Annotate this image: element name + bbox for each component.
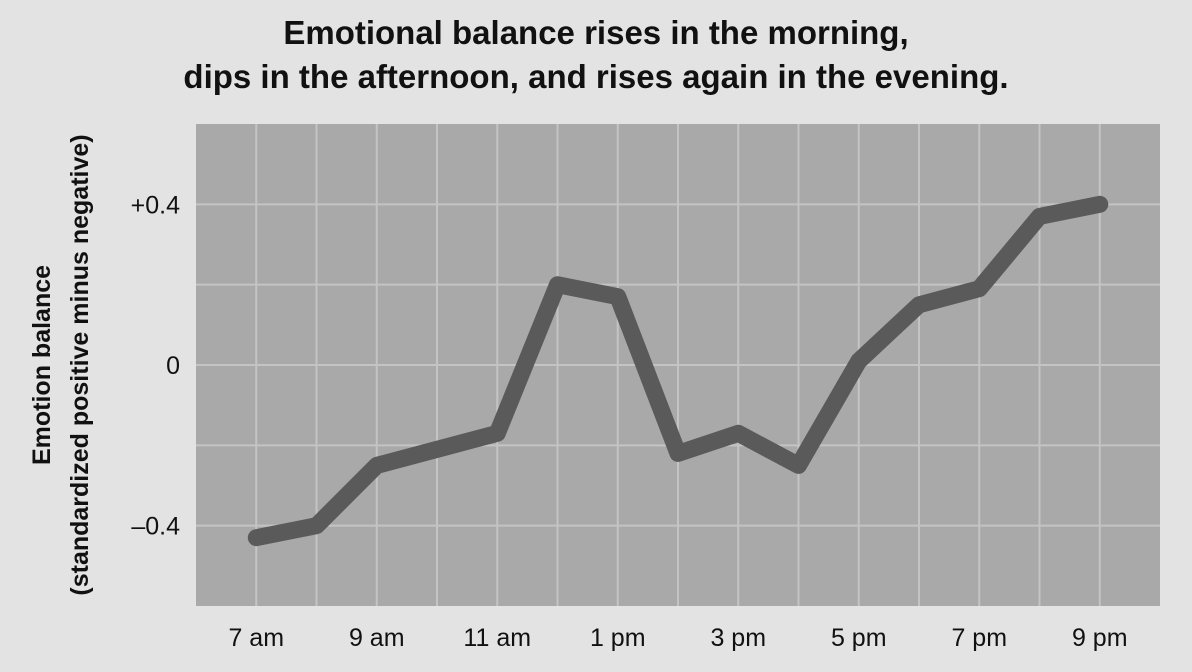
data-point bbox=[978, 288, 980, 290]
data-point bbox=[1039, 215, 1040, 217]
y-tick-label: +0.4 bbox=[131, 191, 180, 219]
data-point bbox=[376, 464, 378, 466]
y-tick-label: 0 bbox=[166, 352, 180, 380]
data-point bbox=[858, 360, 860, 362]
x-tick-label: 7 am bbox=[228, 624, 284, 652]
y-axis-ticks: +0.4 0 –0.4 bbox=[131, 191, 180, 540]
data-point bbox=[496, 432, 498, 434]
y-axis-label: Emotion balance (standardized positive m… bbox=[28, 134, 94, 595]
data-point bbox=[255, 537, 257, 539]
y-axis-label-line-1: Emotion balance bbox=[28, 265, 56, 465]
data-point bbox=[557, 284, 558, 286]
data-point bbox=[436, 448, 438, 450]
y-axis-label-line-2: (standardized positive minus negative) bbox=[66, 134, 94, 595]
chart-title-line-2: dips in the afternoon, and rises again i… bbox=[183, 58, 1009, 95]
x-tick-label: 9 pm bbox=[1072, 624, 1128, 652]
x-axis-ticks: 7 am 9 am 11 am 1 pm 3 pm 5 pm 7 pm 9 pm bbox=[228, 624, 1127, 652]
x-tick-label: 7 pm bbox=[951, 624, 1007, 652]
data-point bbox=[737, 432, 739, 434]
data-point bbox=[677, 452, 679, 454]
data-point bbox=[617, 296, 619, 298]
x-tick-label: 9 am bbox=[349, 624, 405, 652]
x-tick-label: 3 pm bbox=[710, 624, 766, 652]
data-point bbox=[316, 525, 317, 527]
series-layer bbox=[247, 195, 1109, 547]
chart-title-line-1: Emotional balance rises in the morning, bbox=[283, 14, 909, 51]
data-point bbox=[918, 304, 920, 306]
y-tick-label: –0.4 bbox=[131, 513, 180, 541]
x-tick-label: 5 pm bbox=[831, 624, 887, 652]
data-point bbox=[798, 464, 799, 466]
x-tick-label: 11 am bbox=[463, 624, 531, 652]
grid bbox=[196, 124, 1160, 606]
data-point bbox=[1099, 203, 1101, 205]
x-tick-label: 1 pm bbox=[590, 624, 646, 652]
